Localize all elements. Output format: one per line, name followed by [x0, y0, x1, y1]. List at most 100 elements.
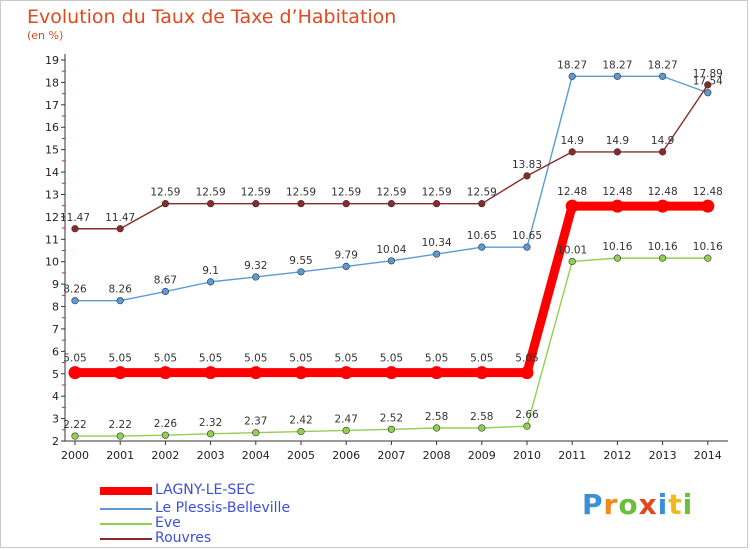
data-point [297, 268, 305, 276]
data-point [294, 366, 308, 380]
data-point [610, 199, 624, 213]
data-point [613, 148, 622, 156]
data-label: 5.05 [154, 353, 177, 365]
y-tick-label: 15 [45, 144, 59, 157]
axes: 2 3 4 5 6 7 8 9 10 11 12 13 14 15 16 17 18 19 2000 2001 2002… [45, 54, 728, 462]
data-point [523, 172, 531, 180]
data-point [116, 225, 124, 233]
data-label: 18.27 [648, 59, 678, 71]
legend-label: LAGNY-LE-SEC [155, 482, 255, 498]
data-point [701, 199, 715, 213]
data-point [568, 257, 576, 266]
data-point [71, 225, 79, 233]
data-label: 9.32 [244, 260, 267, 272]
y-tick-label: 11 [45, 233, 59, 246]
data-point [478, 200, 486, 208]
data-label: 2.26 [154, 418, 178, 430]
data-point [475, 366, 489, 380]
data-point [297, 427, 305, 436]
legend-swatch [100, 523, 152, 525]
data-label: 12.59 [241, 187, 271, 199]
y-tick-label: 12 [45, 211, 59, 224]
data-label: 2.58 [470, 411, 493, 423]
y-tick-label: 9 [52, 278, 59, 291]
legend-swatch [100, 487, 152, 495]
data-point [613, 254, 622, 262]
data-point [71, 432, 79, 440]
data-point [161, 287, 169, 296]
data-point [656, 199, 670, 213]
x-tick-label: 2007 [377, 449, 405, 462]
data-point [478, 424, 486, 432]
data-label: 5.05 [335, 353, 358, 365]
data-label: 10.65 [467, 230, 497, 242]
data-label: 8.26 [109, 284, 133, 296]
data-point [207, 278, 215, 286]
y-tick-label: 10 [45, 256, 59, 269]
data-point [704, 81, 712, 89]
data-label: 10.16 [602, 241, 632, 253]
data-label: 12.59 [286, 187, 316, 199]
data-point [613, 72, 622, 80]
x-tick-label: 2001 [106, 449, 134, 462]
data-label: 9.79 [335, 249, 358, 261]
y-tick-label: 4 [52, 390, 59, 403]
data-label: 2.37 [244, 416, 267, 428]
data-label: 12.48 [693, 186, 723, 198]
data-point [204, 366, 218, 380]
y-tick-label: 2 [52, 435, 59, 448]
y-tick-label: 19 [45, 54, 59, 67]
x-tick-label: 2013 [649, 449, 677, 462]
data-label: 14.9 [651, 135, 674, 147]
data-point [433, 200, 441, 208]
chart-subtitle: (en %) [27, 29, 64, 42]
data-point [342, 262, 350, 271]
y-tick-label: 7 [52, 323, 59, 336]
legend-label: Rouvres [155, 530, 212, 546]
data-label: 9.55 [289, 255, 312, 267]
data-point [523, 243, 531, 251]
x-tick-label: 2000 [61, 449, 89, 462]
data-label: 5.05 [199, 353, 222, 365]
logo-letter: i [682, 488, 694, 521]
data-label: 11.47 [60, 212, 90, 224]
logo-letter: P [582, 488, 604, 521]
data-point [433, 424, 441, 432]
legend-swatch [100, 538, 152, 540]
x-tick-label: 2003 [197, 449, 225, 462]
data-label: 2.52 [380, 412, 403, 424]
data-label: 2.22 [63, 419, 86, 431]
logo-letter: r [603, 488, 619, 521]
y-tick-label: 3 [52, 413, 59, 426]
logo-letter: x [638, 488, 658, 521]
data-label: 12.59 [196, 187, 226, 199]
data-label: 12.59 [331, 187, 361, 199]
data-label: 2.47 [335, 413, 358, 425]
data-point [704, 89, 712, 97]
y-tick-label: 6 [52, 345, 59, 358]
data-point [252, 429, 260, 437]
data-point [342, 426, 350, 435]
data-label: 2.22 [109, 419, 132, 431]
x-tick-label: 2010 [513, 449, 541, 462]
data-label: 10.16 [693, 241, 723, 253]
data-point [158, 366, 172, 380]
data-label: 9.1 [202, 265, 219, 277]
data-point [116, 297, 124, 305]
legend-swatch [100, 508, 152, 510]
data-point [384, 366, 398, 380]
data-point [704, 254, 712, 262]
y-tick-label: 13 [45, 188, 59, 201]
data-label: 10.34 [422, 237, 452, 249]
data-label: 13.83 [512, 159, 542, 171]
series-line-0 [75, 201, 708, 378]
x-tick-label: 2009 [468, 449, 496, 462]
y-tick-label: 17 [45, 99, 59, 112]
data-labels-layer: 2.22 2.22 2.26 2.32 2.37 2.42 2.47 2.52 2.58 2.58… [60, 59, 723, 431]
data-point [249, 366, 263, 380]
data-label: 17.54 [693, 76, 723, 88]
data-label: 10.01 [557, 244, 587, 256]
data-label: 12.59 [150, 187, 180, 199]
